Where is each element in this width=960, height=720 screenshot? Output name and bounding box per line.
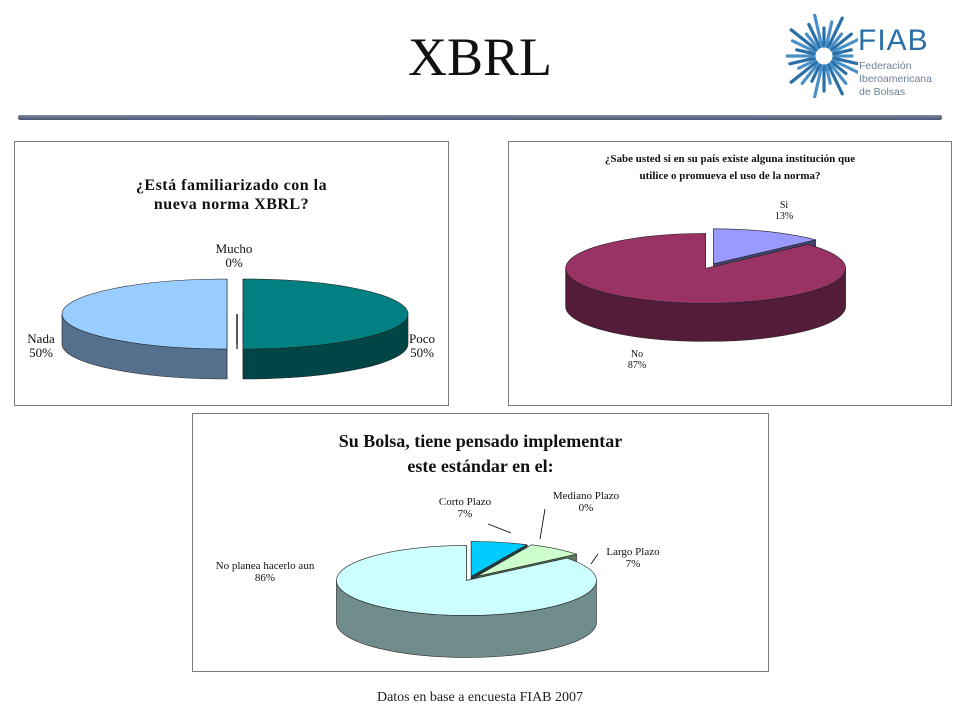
fiab-logo: FIAB Federación Iberoamericana de Bolsas: [786, 14, 936, 104]
slice-label-mediano: Mediano Plazo 0%: [541, 490, 631, 514]
chart-title-line: utilice o promueva el uso de la norma?: [639, 170, 821, 182]
logo-subtitle-line: Iberoamericana: [859, 73, 932, 85]
slice-name: Mucho: [215, 241, 253, 256]
chart-title-line: ¿Sabe usted si en su país existe alguna …: [604, 153, 856, 165]
slice-label-no-planea: No planea hacerlo aun 86%: [205, 560, 325, 584]
leader-line: [539, 508, 546, 540]
slice-pct: 0%: [578, 502, 594, 515]
pie-chart-implementation: [336, 508, 599, 658]
slice-label-corto: Corto Plazo 7%: [425, 496, 505, 520]
logo-subtitle-line: de Bolsas: [859, 86, 906, 98]
slice-label-largo: Largo Plazo 7%: [593, 546, 673, 570]
pie-slice: [242, 278, 409, 350]
title-divider: [18, 115, 942, 120]
logo-subtitle: Federación Iberoamericana de Bolsas: [859, 60, 939, 99]
slice-name: Si: [779, 200, 789, 211]
chart-title-line: Su Bolsa, tiene pensado implementar: [338, 431, 623, 451]
slide-title: XBRL: [407, 27, 553, 87]
slice-label-nada: Nada 50%: [17, 331, 65, 361]
slice-name: No: [630, 349, 644, 360]
slice-pct: 7%: [625, 558, 641, 571]
chart-title-line: nueva norma XBRL?: [153, 196, 310, 213]
chart-panel-familiarity: ¿Está familiarizado con la nueva norma X…: [14, 141, 449, 406]
slice-name: Poco: [409, 331, 435, 346]
chart-title: Su Bolsa, tiene pensado implementar este…: [193, 429, 768, 479]
pie-slice: [61, 278, 228, 350]
slice-name: Largo Plazo: [606, 546, 660, 558]
chart-panel-implementation: Su Bolsa, tiene pensado implementar este…: [192, 413, 769, 672]
slice-pct: 87%: [627, 360, 647, 371]
slice-pct: 13%: [774, 211, 794, 222]
logo-subtitle-line: Federación: [859, 60, 912, 72]
slice-label-mucho: Mucho 0%: [206, 241, 262, 271]
chart-title-line: este estándar en el:: [407, 456, 554, 476]
fiab-burst-icon: [786, 14, 858, 98]
pie-slice: [336, 545, 597, 616]
pie-slice-zero: [472, 544, 529, 578]
footer-source: Datos en base a encuesta FIAB 2007: [376, 690, 584, 705]
chart-title-line: ¿Está familiarizado con la: [135, 177, 328, 194]
pie-slice: [713, 228, 816, 265]
leader-line: [487, 523, 512, 534]
chart-panel-institution: ¿Sabe usted si en su país existe alguna …: [508, 141, 952, 406]
pie-slice: [470, 541, 528, 577]
slice-name: Corto Plazo: [438, 496, 492, 508]
chart-title: ¿Está familiarizado con la nueva norma X…: [15, 176, 448, 214]
slice-name: Mediano Plazo: [552, 490, 620, 502]
slice-name: No planea hacerlo aun: [215, 560, 315, 572]
slice-label-no: No 87%: [617, 349, 657, 371]
logo-name: FIAB: [858, 24, 929, 57]
slice-label-si: Si 13%: [764, 200, 804, 222]
pie-slice: [565, 233, 846, 304]
slice-pct: 50%: [29, 345, 53, 361]
slice-pct: 50%: [410, 345, 434, 361]
chart-title: ¿Sabe usted si en su país existe alguna …: [509, 151, 951, 185]
slice-pct: 86%: [254, 572, 276, 585]
slice-label-poco: Poco 50%: [397, 331, 447, 361]
slice-pct: 7%: [457, 508, 473, 521]
slice-name: Nada: [27, 331, 55, 346]
pie-slice: [476, 544, 578, 577]
slice-pct: 0%: [225, 255, 243, 271]
pie-chart-familiarity: [61, 278, 409, 380]
pie-chart-institution: [565, 228, 846, 342]
leader-line: [590, 553, 599, 565]
